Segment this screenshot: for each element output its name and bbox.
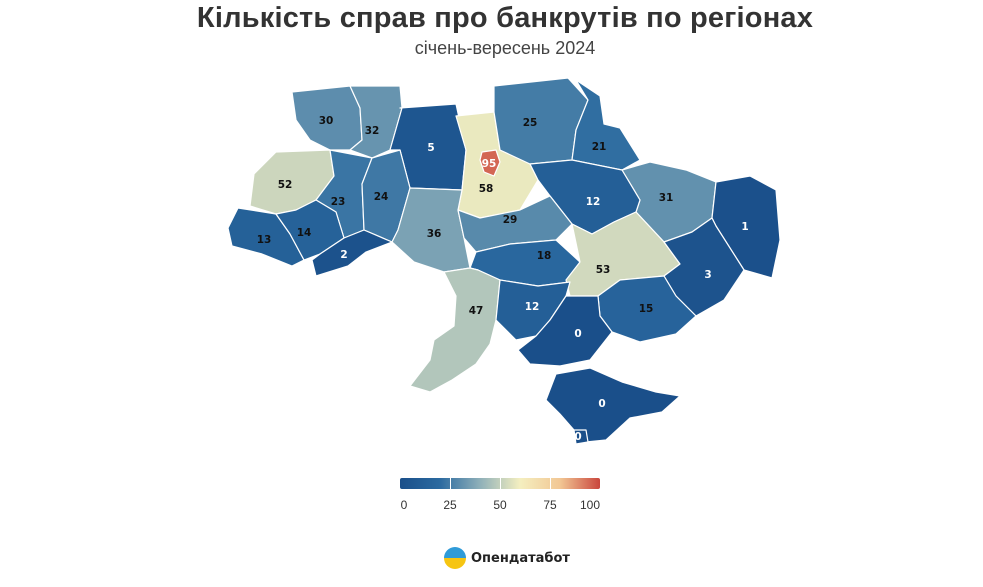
region-value-label-kyiv-oblast: 58: [479, 183, 494, 195]
region-value-label-chernivtsi: 2: [340, 249, 347, 261]
region-value-label-ivano-frankivsk: 14: [297, 227, 312, 239]
region-value-label-khmelnytskyi: 24: [374, 191, 389, 203]
map-subtitle: січень-вересень 2024: [414, 38, 596, 58]
legend-tick-mark: [450, 478, 451, 489]
region-donetsk[interactable]: [663, 217, 745, 317]
region-value-label-volyn: 30: [319, 115, 334, 127]
region-sevastopol[interactable]: [573, 429, 589, 445]
region-value-label-cherkasy: 29: [503, 214, 518, 226]
region-value-label-vinnytsia: 36: [427, 228, 442, 240]
region-value-label-dnipro: 53: [596, 264, 611, 276]
region-value-label-poltava: 12: [586, 196, 601, 208]
region-chernivtsi[interactable]: [311, 229, 393, 277]
legend-tick-mark: [500, 478, 501, 489]
region-kherson[interactable]: [517, 295, 613, 367]
region-value-label-crimea: 0: [598, 398, 605, 410]
region-value-label-zhytomyr: 5: [427, 142, 434, 154]
region-value-label-donetsk: 3: [704, 269, 711, 281]
region-value-label-chernihiv: 25: [523, 117, 538, 129]
region-value-label-luhansk: 1: [741, 221, 748, 233]
legend-tick-label: 0: [400, 498, 408, 512]
legend-tick-label: 75: [543, 498, 557, 512]
legend-tick-mark: [550, 478, 551, 489]
region-value-label-sevastopol: 0: [574, 431, 581, 443]
region-value-label-ternopil: 23: [331, 196, 346, 208]
region-value-label-mykolaiv: 12: [525, 301, 540, 313]
region-value-label-kherson: 0: [574, 328, 581, 340]
region-value-label-zaporizhzhia: 15: [639, 303, 654, 315]
map-title: Кількість справ про банкрутів по регіона…: [196, 2, 814, 34]
region-cherkasy[interactable]: [457, 195, 573, 253]
legend-tick-label: 25: [443, 498, 457, 512]
region-kyiv-city[interactable]: [479, 149, 501, 177]
brand-name: Опендатабот: [471, 550, 570, 566]
region-value-label-kyiv-city: 95: [482, 158, 497, 170]
legend-tick-label: 50: [493, 498, 507, 512]
region-odesa[interactable]: [409, 267, 501, 393]
opendatabot-logo-icon: [444, 547, 466, 569]
region-value-label-lviv: 52: [278, 179, 293, 191]
region-value-label-kirovohrad: 18: [537, 250, 552, 262]
region-value-label-kharkiv: 31: [659, 192, 674, 204]
legend-tick-label: 100: [579, 498, 601, 512]
color-scale-legend: 0 25 50 75 100: [390, 478, 610, 518]
region-value-label-zakarpattia: 13: [257, 234, 272, 246]
brand[interactable]: Опендатабот: [444, 546, 570, 570]
region-value-label-rivne: 32: [365, 125, 380, 137]
region-crimea[interactable]: [545, 367, 681, 443]
region-value-label-sumy: 21: [592, 141, 607, 153]
region-value-label-odesa: 47: [469, 305, 484, 317]
region-sumy[interactable]: [571, 79, 641, 171]
